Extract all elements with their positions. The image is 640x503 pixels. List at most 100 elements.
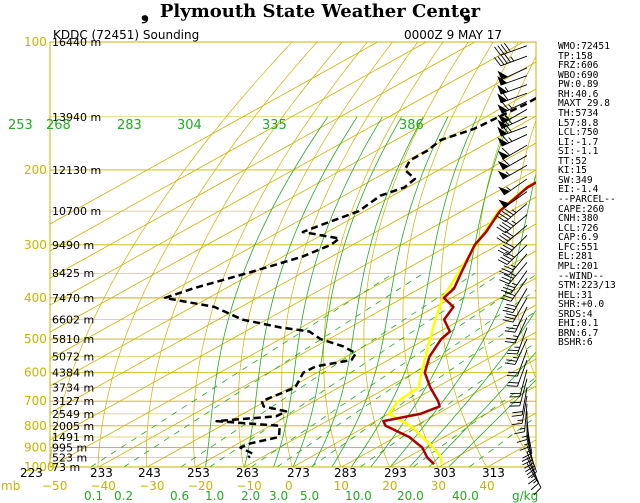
mixing-ratio-line: [310, 310, 536, 467]
sounding-index-row: BRN:6.7: [558, 327, 599, 339]
wind-barb-half: [512, 335, 519, 338]
wind-barb-full: [502, 294, 514, 299]
sounding-index-row: HEL:31: [558, 289, 593, 301]
sounding-index-row: SW:349: [558, 174, 593, 186]
wind-barb-full: [501, 147, 510, 156]
dry-adiabat-line: [476, 55, 536, 467]
wind-barb-full: [500, 289, 512, 294]
moist-adiabat-line: [292, 116, 402, 467]
moist-adiabat-line: [389, 171, 536, 467]
wind-barb-full: [496, 215, 506, 222]
wind-barb-full: [511, 422, 523, 426]
sounding-indices-panel: WMO:72451 TP:158 FRZ:606 WBO:690 PW:0.89 RH:4…: [558, 42, 640, 348]
wind-barb: [511, 395, 528, 426]
wind-barb: [497, 67, 528, 81]
wind-barb: [506, 359, 528, 387]
potential-temp-label: 233: [90, 466, 113, 480]
isotherm-line: [195, 277, 536, 467]
wind-barb-staff: [526, 451, 537, 479]
wind-barb-full: [501, 276, 512, 282]
sounding-time: 0000Z 9 MAY 17: [404, 28, 502, 42]
wind-barb-full: [499, 279, 510, 285]
wind-barb-staff: [505, 224, 528, 244]
isotherm-line: [341, 358, 536, 467]
temperature-tick-label: 30: [431, 479, 446, 493]
sounding-index-row: CNH:380: [558, 213, 599, 225]
mixing-ratio-line: [360, 341, 536, 467]
wind-barb-full: [508, 349, 519, 352]
dry-adiabat-line: [50, 42, 293, 464]
wind-barb: [497, 115, 528, 130]
wind-barb: [497, 234, 528, 256]
wind-barb-half: [510, 264, 516, 268]
wind-barb: [499, 262, 528, 285]
wind-barb-full: [502, 254, 513, 261]
wind-barb-full: [511, 414, 523, 417]
dewpoint-trace: [163, 96, 536, 459]
wind-barb-full: [497, 259, 508, 265]
wind-barb-full: [497, 249, 508, 256]
sounding-index-row: FRZ:606: [558, 60, 599, 72]
wind-barb-pennant: [498, 186, 510, 196]
wind-barb-full: [516, 438, 528, 443]
moist-adiabat-line: [409, 309, 536, 467]
sounding-index-row: MAXT 29.8: [558, 98, 610, 110]
wind-barb-half: [505, 171, 510, 176]
wind-barb-staff: [503, 191, 528, 209]
temperature-tick-label: −20: [188, 479, 213, 493]
pressure-tick-label: 900: [24, 441, 47, 455]
wind-barb: [500, 278, 528, 302]
wind-barb: [498, 191, 528, 209]
dry-adiabat-line: [192, 42, 368, 467]
wind-barb-full: [504, 291, 516, 297]
wind-barb-half: [504, 87, 509, 92]
moist-adiabat-line: [331, 116, 449, 467]
wind-barb-full: [504, 208, 514, 216]
sounding-title: KDDC (72451) Sounding: [53, 28, 199, 42]
wind-barb-staff: [501, 67, 528, 81]
moist-adiabat-line: [350, 116, 478, 467]
wind-barb-full: [501, 101, 510, 111]
wind-barb-full: [504, 219, 514, 227]
wind-barb: [496, 214, 528, 234]
isotherm-line: [147, 250, 536, 467]
temperature-tick-label: 10: [334, 479, 349, 493]
wind-barb-full: [505, 242, 515, 249]
theta-e-label: 335: [262, 118, 287, 133]
wind-barb-pennant: [497, 70, 508, 80]
isotherm-line: [50, 196, 536, 467]
wind-barb-half: [508, 137, 513, 142]
isotherm-line: [98, 223, 536, 467]
temperature-tick-label: −10: [236, 479, 261, 493]
wind-barb-full: [501, 158, 510, 166]
temperature-tick-label: 0: [285, 479, 293, 493]
wind-barb-full: [496, 237, 506, 244]
wind-barb: [506, 327, 528, 355]
temperature-tick-label: −50: [42, 479, 67, 493]
sounding-index-row: RH:40.6: [558, 88, 599, 100]
wind-barb-staff: [521, 387, 528, 416]
pressure-tick-label: 1000: [24, 460, 55, 474]
wind-barb-full: [501, 210, 512, 218]
chart-background-lines: [49, 41, 537, 468]
wind-barb-staff: [526, 425, 533, 454]
temperature-tick-label: −30: [139, 479, 164, 493]
wind-barb-full: [499, 270, 510, 276]
height-label: 73 m: [52, 461, 80, 474]
sounding-index-row: L57:8.8: [558, 117, 599, 129]
mixing-ratio-line: [276, 289, 536, 467]
wind-barb-full: [506, 327, 517, 330]
wind-barb-pennant: [497, 75, 508, 86]
wind-barb-pennant: [497, 84, 508, 95]
wind-barb-full: [502, 244, 513, 251]
isotherm-line: [50, 42, 427, 252]
pressure-unit-label: mb: [1, 479, 20, 493]
wind-barb-full: [504, 316, 515, 320]
dry-adiabat-line: [363, 42, 469, 467]
isotherm-line: [244, 304, 536, 467]
wind-barb-full: [503, 265, 514, 271]
sounding-index-row: TP:158: [558, 50, 593, 62]
wind-barb-full: [503, 273, 514, 279]
wind-barb-full: [503, 43, 511, 52]
sounding-index-row: LCL:726: [558, 222, 599, 234]
